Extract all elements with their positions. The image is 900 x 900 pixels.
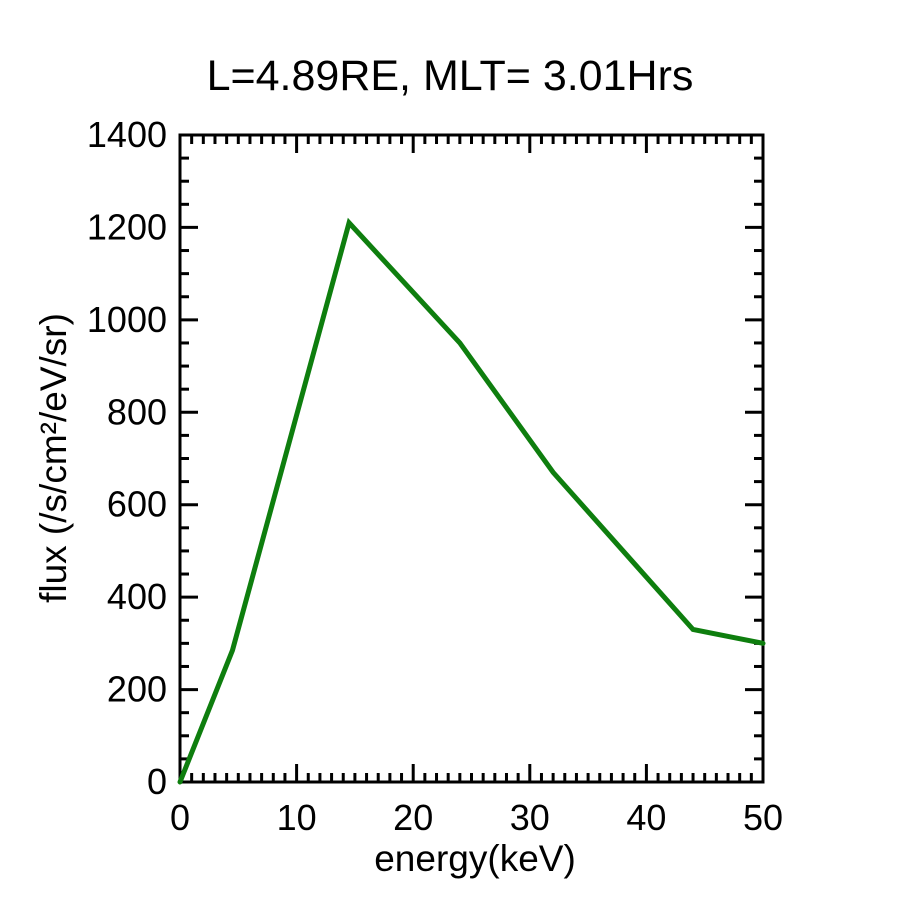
y-tick-label: 0 (147, 761, 167, 802)
chart-title: L=4.89RE, MLT= 3.01Hrs (206, 52, 694, 100)
x-tick-label: 10 (277, 797, 317, 838)
flux-line (177, 217, 766, 785)
x-tick-label: 20 (393, 797, 433, 838)
y-tick-label: 200 (107, 669, 167, 710)
y-tick-label: 400 (107, 576, 167, 617)
x-tick-label: 0 (170, 797, 190, 838)
plot-border (178, 133, 765, 784)
x-tick-label: 30 (510, 797, 550, 838)
x-tick-label: 40 (626, 797, 666, 838)
y-tick-label: 800 (107, 391, 167, 432)
x-axis-label: energy(keV) (374, 838, 576, 879)
y-tick-label: 1000 (87, 299, 167, 340)
x-tick-label: 50 (743, 797, 783, 838)
y-tick-label: 1400 (87, 114, 167, 155)
y-tick-label: 600 (107, 484, 167, 525)
y-tick-label: 1200 (87, 206, 167, 247)
